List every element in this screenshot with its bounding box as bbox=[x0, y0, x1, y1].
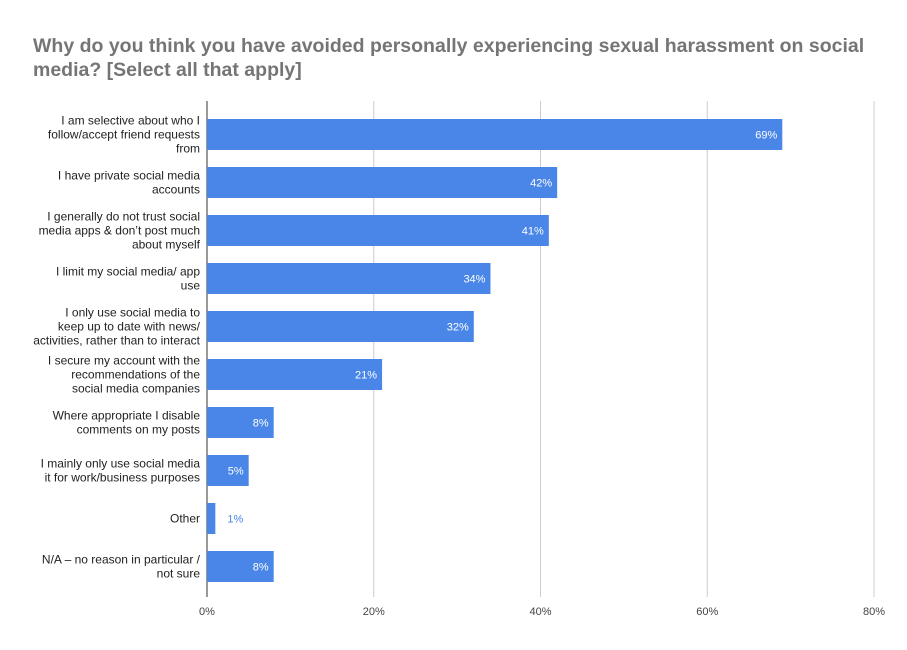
chart-title: Why do you think you have avoided person… bbox=[33, 35, 865, 81]
category-label: comments on my posts bbox=[77, 423, 200, 437]
x-tick-label: 40% bbox=[529, 606, 551, 618]
category-label: from bbox=[176, 142, 200, 156]
bar bbox=[207, 311, 474, 342]
category-label: I limit my social media/ app bbox=[56, 265, 200, 279]
category-label: media apps & don’t post much bbox=[39, 224, 200, 238]
bar bbox=[207, 167, 558, 198]
x-tick-label: 20% bbox=[363, 606, 385, 618]
category-labels: I am selective about who Ifollow/accept … bbox=[33, 114, 200, 581]
category-label: I have private social media bbox=[58, 169, 200, 183]
category-label: it for work/business purposes bbox=[45, 471, 200, 485]
bar bbox=[207, 215, 549, 246]
category-label: I am selective about who I bbox=[61, 114, 200, 128]
data-label: 5% bbox=[228, 466, 244, 478]
data-label: 41% bbox=[522, 226, 544, 238]
category-label: I mainly only use social media bbox=[41, 457, 201, 471]
bar bbox=[207, 407, 274, 438]
x-tick-label: 60% bbox=[696, 606, 718, 618]
bars: 69% 42% 41% 34% 32% 21% 8% 5% 1% 8% bbox=[207, 119, 783, 582]
data-label: 1% bbox=[227, 514, 243, 526]
data-label: 21% bbox=[355, 370, 377, 382]
category-label: recommendations of the bbox=[71, 368, 200, 382]
category-label: I generally do not trust social bbox=[47, 210, 200, 224]
category-label: Where appropriate I disable bbox=[53, 409, 201, 423]
category-label: accounts bbox=[152, 183, 200, 197]
bar bbox=[207, 455, 249, 486]
data-label: 32% bbox=[447, 322, 469, 334]
x-tick-label: 80% bbox=[863, 606, 885, 618]
bar bbox=[207, 119, 783, 150]
data-label: 69% bbox=[755, 130, 777, 142]
data-label: 8% bbox=[253, 418, 269, 430]
x-tick-labels: 0% 20% 40% 60% 80% bbox=[199, 606, 885, 618]
bar bbox=[207, 359, 383, 390]
category-label: N/A – no reason in particular / bbox=[42, 553, 201, 567]
category-label: about myself bbox=[132, 238, 201, 252]
category-label: social media companies bbox=[72, 382, 200, 396]
bar bbox=[207, 503, 216, 534]
category-label: I only use social media to bbox=[65, 306, 200, 320]
category-label: follow/accept friend requests bbox=[48, 128, 200, 142]
category-label: activities, rather than to interact bbox=[33, 334, 200, 348]
category-label: keep up to date with news/ bbox=[58, 320, 201, 334]
x-tick-label: 0% bbox=[199, 606, 215, 618]
category-label: Other bbox=[170, 512, 200, 526]
category-label: not sure bbox=[157, 567, 201, 581]
category-label: use bbox=[181, 279, 201, 293]
bar bbox=[207, 551, 274, 582]
bar bbox=[207, 263, 491, 294]
data-label: 42% bbox=[530, 178, 552, 190]
category-label: I secure my account with the bbox=[48, 354, 200, 368]
data-label: 34% bbox=[463, 274, 485, 286]
data-label: 8% bbox=[253, 562, 269, 574]
